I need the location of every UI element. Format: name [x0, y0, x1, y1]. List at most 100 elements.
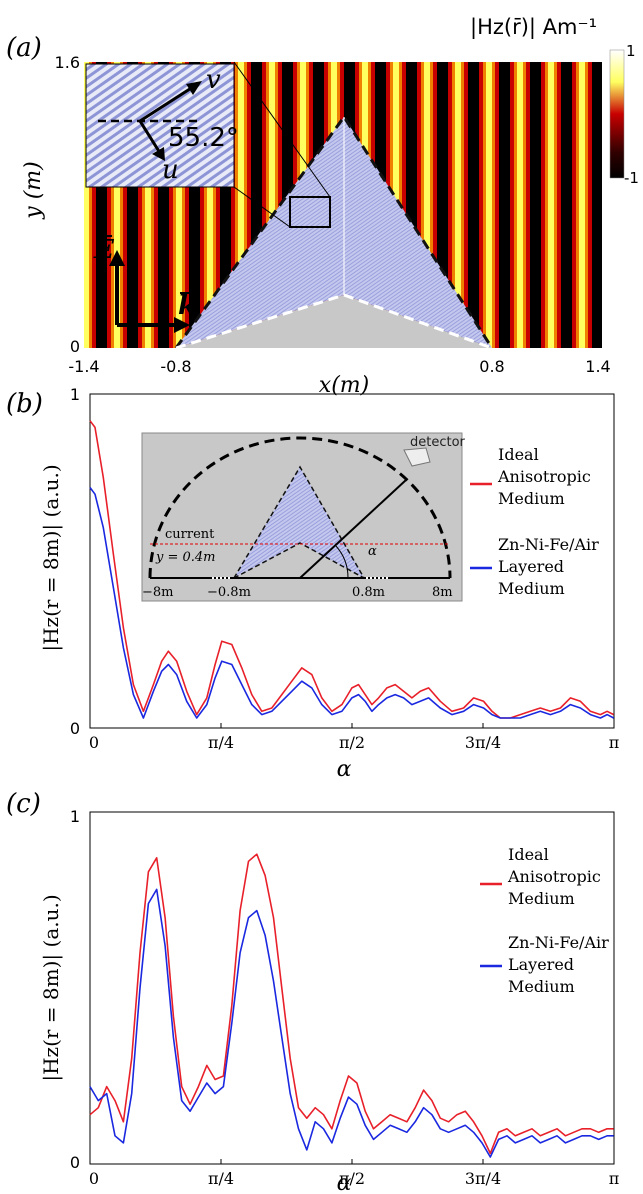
stripe-peak [579, 62, 585, 348]
stripe-edge [169, 62, 173, 348]
stripe-edge [523, 62, 526, 348]
stripe-peak [548, 62, 554, 348]
stripe-edge [200, 62, 204, 348]
stripe-peak [238, 62, 244, 348]
panel-a-heatmap: (a) |Hz(r̄)| Am⁻¹ v u 55.2° E [6, 15, 639, 398]
x-axis-label-b: α [337, 757, 352, 782]
inset-tick: −8m [142, 585, 174, 600]
y-axis-label-c: |Hz(r = 8m)| (a.u.) [39, 894, 64, 1081]
stripe-edge [576, 62, 579, 348]
stripe-edge [142, 62, 145, 348]
y-tick: 1 [70, 385, 80, 404]
stripe-edge [266, 62, 269, 348]
object-inner-edge [175, 293, 493, 348]
x-tick: -0.8 [160, 357, 191, 376]
detector-label: detector [410, 435, 466, 450]
stripe-edge [231, 62, 235, 348]
legend-ideal: Ideal Anisotropic Medium [507, 845, 601, 908]
stripe-edge [182, 62, 185, 348]
legend-c: Ideal Anisotropic Medium Zn-Ni-Fe/Air Layer… [480, 845, 609, 996]
stripe-edge [120, 62, 123, 348]
stripe-edge [452, 62, 455, 348]
x-tick-label: π/4 [208, 733, 234, 752]
stripe-peak [269, 62, 275, 348]
series-line-znnifeair [89, 487, 615, 719]
line-series-c [89, 853, 614, 1158]
inset-tick: −0.8m [207, 585, 251, 600]
stripe-edge [80, 62, 83, 348]
legend-layered: Zn-Ni-Fe/Air Layered Medium [498, 535, 599, 598]
inset-angle: 55.2° [168, 123, 239, 153]
stripe-edge [151, 62, 154, 348]
current-y-label: y = 0.4m [155, 550, 216, 565]
stripe-peak [455, 62, 461, 348]
x-tick-label: 0 [89, 1169, 99, 1188]
inset-v-label: v [206, 65, 221, 95]
x-ticks-c: 0 π/4 π/2 3π/4 π [89, 1159, 619, 1188]
k-vector-label: k [178, 291, 196, 321]
detector-ray [299, 479, 407, 579]
x-tick-label: π [609, 733, 620, 752]
stripe-edge [510, 62, 514, 348]
v-axis-arrow [139, 83, 197, 123]
stripe-edge [173, 62, 176, 348]
stripe-edge [541, 62, 545, 348]
alpha-label: α [368, 544, 377, 559]
stripe-edge [204, 62, 207, 348]
x-tick-label: π/2 [339, 733, 365, 752]
stripe-edge [111, 62, 114, 348]
y-axis-label: y (m) [21, 161, 46, 219]
panel-b-label: (b) [6, 389, 43, 419]
stripe-edge [585, 62, 588, 348]
stripe-edge [479, 62, 483, 348]
stripe-edge [483, 62, 486, 348]
stripe-edge [557, 62, 561, 348]
geometry-inset: detector current y = 0.4m α −8m −0.8m 0.… [141, 432, 466, 602]
x-tick-label: 0 [89, 733, 99, 752]
panel-a-label: (a) [6, 33, 42, 63]
y-tick-bottom: 0 [70, 337, 80, 356]
x-tick-label: π/2 [339, 1169, 365, 1188]
zoom-box [289, 196, 331, 228]
ground-region [176, 295, 492, 348]
stripe-edge [154, 62, 158, 348]
stripe-edge [262, 62, 266, 348]
x-tick: -1.4 [68, 357, 99, 376]
stripe-edge [421, 62, 424, 348]
cloak-object [176, 117, 492, 348]
callout-line [233, 61, 331, 198]
stripe-edge [123, 62, 127, 348]
stripe-edge [588, 62, 592, 348]
x-tick-label: 3π/4 [465, 733, 501, 752]
stripe-edge [554, 62, 557, 348]
y-tick-top: 1.6 [55, 53, 80, 72]
current-label: current [165, 527, 215, 542]
legend-ideal: Ideal Anisotropic Medium [497, 445, 591, 508]
stripe-edge [213, 62, 216, 348]
panel-c-chart: (c) 1 0 0 π/4 π/2 3π/4 π α |Hz(r = 8m)| (a.u… [6, 789, 619, 1194]
colorbar-max: 1 [626, 42, 636, 60]
colorbar-min: -1 [624, 169, 639, 187]
stripe-edge [402, 62, 406, 348]
stripe-peak [176, 62, 182, 348]
x-tick: 0.8 [479, 357, 504, 376]
stripe-edge [514, 62, 517, 348]
colorbar [609, 49, 625, 179]
stripe-edge [464, 62, 468, 348]
stripe-peak [486, 62, 492, 348]
stripe-edge [185, 62, 189, 348]
legend-b: Ideal Anisotropic Medium Zn-Ni-Fe/Air Layer… [470, 445, 599, 598]
x-tick-label: π [609, 1169, 620, 1188]
stripe-edge [433, 62, 437, 348]
x-tick-label: π/4 [208, 1169, 234, 1188]
line-series-b [89, 420, 615, 719]
x-axis-label-c: α [337, 1171, 352, 1194]
u-axis-arrow [138, 120, 162, 154]
stripe-peak [424, 62, 430, 348]
series-line-ideal [89, 420, 615, 719]
stripe-edge [275, 62, 278, 348]
stripe-peak [84, 62, 89, 348]
inset-tick: 0.8m [352, 585, 385, 600]
stripe-peak [145, 62, 151, 348]
